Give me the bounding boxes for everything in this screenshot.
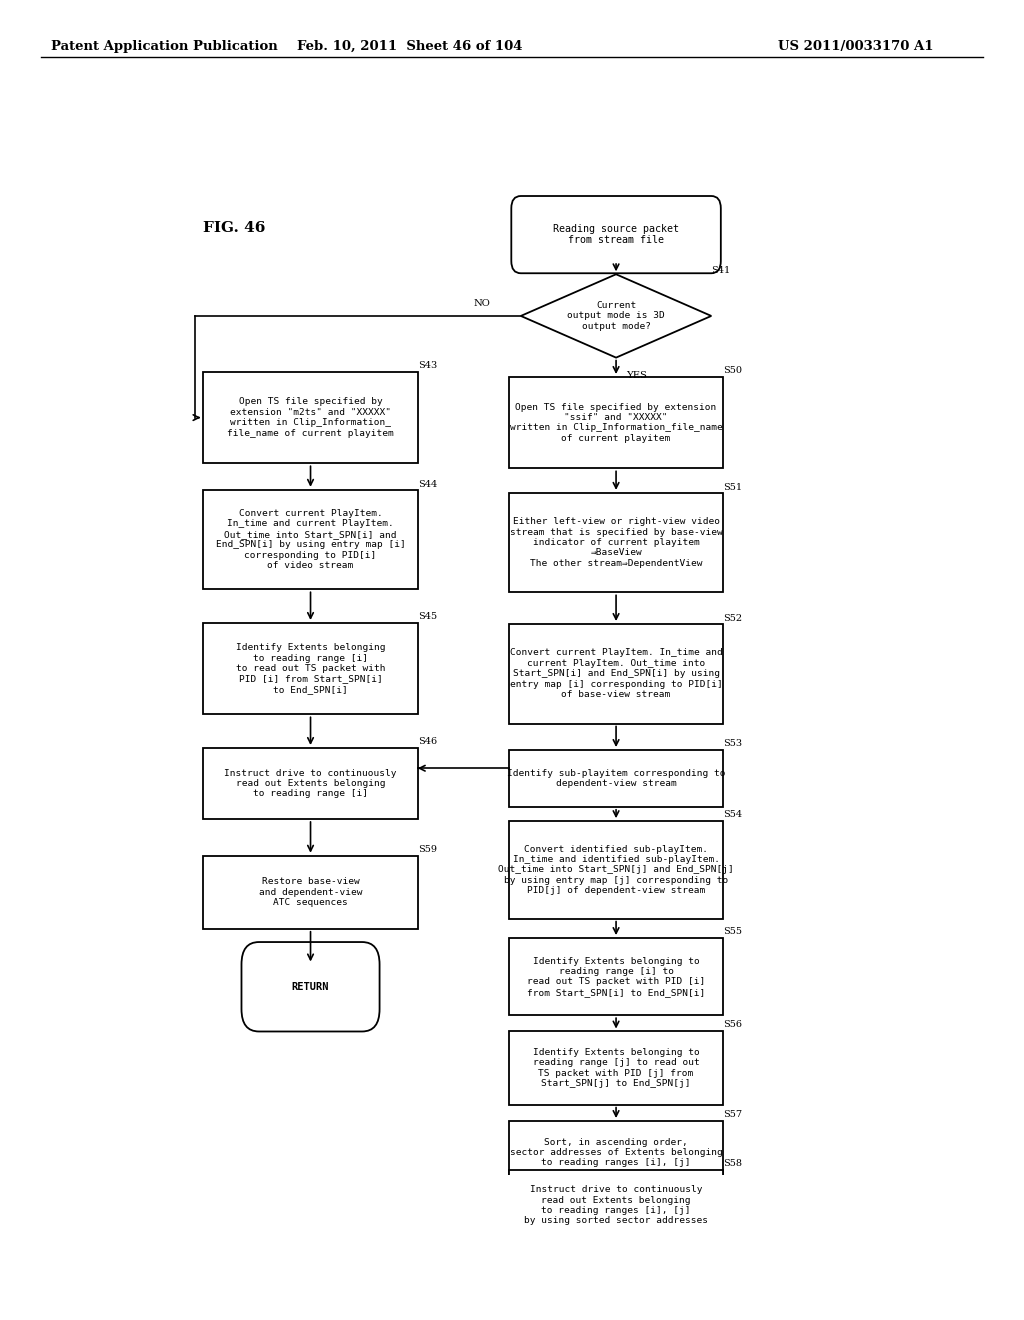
Bar: [509, 1031, 723, 1105]
Text: S57: S57: [723, 1110, 742, 1119]
Text: Convert identified sub-playItem.
In_time and identified sub-playItem.
Out_time i: Convert identified sub-playItem. In_time…: [499, 845, 734, 895]
Bar: [509, 750, 723, 807]
Text: US 2011/0033170 A1: US 2011/0033170 A1: [778, 40, 934, 53]
Text: S46: S46: [418, 737, 437, 746]
Text: NO: NO: [473, 300, 490, 309]
Bar: [204, 372, 418, 463]
Bar: [509, 624, 723, 723]
Text: Feb. 10, 2011  Sheet 46 of 104: Feb. 10, 2011 Sheet 46 of 104: [297, 40, 522, 53]
Text: S50: S50: [723, 366, 742, 375]
Bar: [204, 855, 418, 929]
Text: S56: S56: [723, 1020, 742, 1030]
Text: Open TS file specified by extension
"ssif" and "XXXXX"
written in Clip_Informati: Open TS file specified by extension "ssi…: [510, 403, 723, 442]
Text: S59: S59: [418, 845, 436, 854]
Text: S44: S44: [418, 479, 437, 488]
Text: Sort, in ascending order,
sector addresses of Extents belonging
to reading range: Sort, in ascending order, sector address…: [510, 1138, 723, 1167]
Bar: [509, 378, 723, 469]
Text: Identify Extents belonging to
reading range [j] to read out
TS packet with PID [: Identify Extents belonging to reading ra…: [532, 1048, 699, 1088]
Text: Identify Extents belonging
to reading range [i]
to read out TS packet with
PID [: Identify Extents belonging to reading ra…: [236, 643, 385, 694]
Bar: [509, 1121, 723, 1184]
FancyBboxPatch shape: [511, 195, 721, 273]
Polygon shape: [521, 275, 712, 358]
Text: Open TS file specified by
extension "m2ts" and "XXXXX"
written in Clip_Informati: Open TS file specified by extension "m2t…: [227, 397, 394, 438]
Text: Either left-view or right-view video
stream that is specified by base-view
indic: Either left-view or right-view video str…: [510, 517, 723, 568]
Bar: [509, 939, 723, 1015]
Text: FIG. 46: FIG. 46: [204, 222, 266, 235]
Text: S52: S52: [723, 614, 742, 623]
Bar: [204, 623, 418, 714]
Bar: [509, 1170, 723, 1241]
Text: Identify sub-playitem corresponding to
dependent-view stream: Identify sub-playitem corresponding to d…: [507, 768, 725, 788]
Text: Reading source packet
from stream file: Reading source packet from stream file: [553, 224, 679, 246]
Bar: [204, 748, 418, 818]
Text: YES: YES: [626, 371, 646, 380]
Bar: [509, 492, 723, 593]
Text: S58: S58: [723, 1159, 742, 1168]
Text: Restore base-view
and dependent-view
ATC sequences: Restore base-view and dependent-view ATC…: [259, 878, 362, 907]
Text: Instruct drive to continuously
read out Extents belonging
to reading range [i]: Instruct drive to continuously read out …: [224, 768, 396, 799]
Text: Convert current PlayItem. In_time and
current PlayItem. Out_time into
Start_SPN[: Convert current PlayItem. In_time and cu…: [510, 648, 723, 700]
Text: S54: S54: [723, 810, 742, 818]
Text: Current
output mode is 3D
output mode?: Current output mode is 3D output mode?: [567, 301, 665, 331]
Text: S45: S45: [418, 612, 437, 620]
Text: RETURN: RETURN: [292, 982, 330, 991]
Text: S41: S41: [712, 267, 730, 276]
Text: S53: S53: [723, 739, 742, 748]
Text: S43: S43: [418, 360, 437, 370]
Bar: [509, 821, 723, 919]
Bar: [204, 490, 418, 589]
Text: Instruct drive to continuously
read out Extents belonging
to reading ranges [i],: Instruct drive to continuously read out …: [524, 1185, 708, 1225]
Text: Identify Extents belonging to
reading range [i] to
read out TS packet with PID [: Identify Extents belonging to reading ra…: [527, 957, 706, 997]
FancyBboxPatch shape: [242, 942, 380, 1031]
Text: S55: S55: [723, 927, 742, 936]
Text: Convert current PlayItem.
In_time and current PlayItem.
Out_time into Start_SPN[: Convert current PlayItem. In_time and cu…: [216, 510, 406, 570]
Text: S51: S51: [723, 483, 742, 492]
Text: Patent Application Publication: Patent Application Publication: [51, 40, 278, 53]
